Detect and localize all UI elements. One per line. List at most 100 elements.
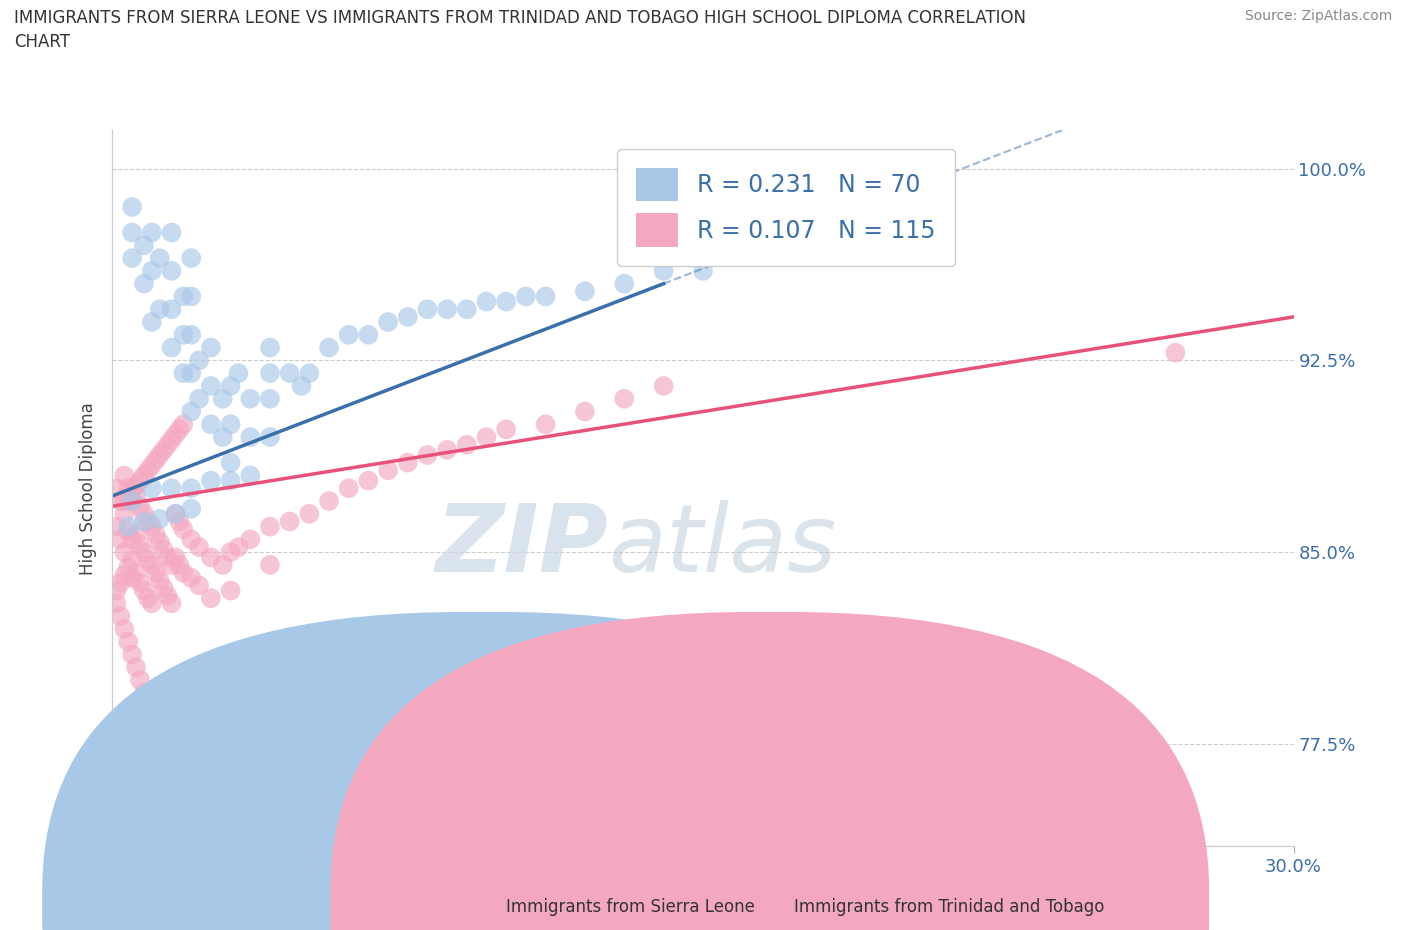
Point xyxy=(396,310,419,325)
Point xyxy=(396,456,419,471)
Point xyxy=(132,468,155,483)
Point xyxy=(515,289,537,304)
Point xyxy=(495,422,517,437)
Point xyxy=(121,225,143,240)
Point xyxy=(149,512,172,526)
Point xyxy=(132,583,155,598)
Point xyxy=(180,481,202,496)
Point xyxy=(132,276,155,291)
Point xyxy=(121,647,143,662)
Point xyxy=(259,365,281,380)
Point xyxy=(132,514,155,529)
Point xyxy=(239,430,262,445)
Point xyxy=(613,392,636,406)
Point xyxy=(160,225,183,240)
Point xyxy=(416,302,439,317)
Point xyxy=(290,379,312,393)
Point xyxy=(239,392,262,406)
Point xyxy=(121,494,143,509)
Point xyxy=(110,576,132,591)
Point xyxy=(436,443,458,458)
Point xyxy=(219,379,242,393)
Point xyxy=(117,560,139,575)
Point xyxy=(180,532,202,547)
Point xyxy=(160,698,183,713)
Point xyxy=(136,463,159,478)
Point xyxy=(259,340,281,355)
Point xyxy=(156,437,179,452)
Point xyxy=(180,289,202,304)
Point xyxy=(495,294,517,309)
Point xyxy=(125,488,148,503)
Point xyxy=(534,289,557,304)
Point xyxy=(219,473,242,488)
Point xyxy=(160,302,183,317)
Point xyxy=(149,535,172,550)
Point xyxy=(149,251,172,266)
Point xyxy=(149,737,172,751)
Point xyxy=(110,494,132,509)
Point xyxy=(136,514,159,529)
Point xyxy=(692,263,714,278)
Point xyxy=(377,463,399,478)
Point xyxy=(141,314,163,329)
Point xyxy=(160,340,183,355)
Point xyxy=(121,570,143,585)
Point xyxy=(228,539,250,554)
Point xyxy=(145,453,167,468)
Point xyxy=(160,596,183,611)
Point xyxy=(110,532,132,547)
Point xyxy=(121,484,143,498)
Point xyxy=(475,294,498,309)
Point xyxy=(534,417,557,432)
Point xyxy=(112,621,135,636)
Point xyxy=(132,507,155,522)
Point xyxy=(357,473,380,488)
Point xyxy=(152,580,174,595)
Point xyxy=(160,432,183,447)
Point xyxy=(337,327,360,342)
Point xyxy=(110,609,132,624)
Point xyxy=(149,302,172,317)
Point xyxy=(172,327,194,342)
Point xyxy=(145,565,167,580)
Point xyxy=(188,539,211,554)
Point xyxy=(132,238,155,253)
Point xyxy=(129,672,152,687)
Point xyxy=(121,532,143,547)
Point xyxy=(160,263,183,278)
Point xyxy=(318,340,340,355)
Point xyxy=(141,558,163,573)
Point xyxy=(132,685,155,700)
Text: atlas: atlas xyxy=(609,500,837,591)
Point xyxy=(169,514,191,529)
Legend: R = 0.231   N = 70, R = 0.107   N = 115: R = 0.231 N = 70, R = 0.107 N = 115 xyxy=(617,149,955,266)
Point xyxy=(129,538,152,552)
Point xyxy=(436,302,458,317)
Point xyxy=(125,660,148,675)
Point xyxy=(211,392,233,406)
Point xyxy=(239,532,262,547)
Point xyxy=(574,284,596,299)
Point xyxy=(152,443,174,458)
Point xyxy=(219,417,242,432)
Point xyxy=(141,458,163,472)
Point xyxy=(172,565,194,580)
Text: IMMIGRANTS FROM SIERRA LEONE VS IMMIGRANTS FROM TRINIDAD AND TOBAGO HIGH SCHOOL : IMMIGRANTS FROM SIERRA LEONE VS IMMIGRAN… xyxy=(14,9,1026,27)
Point xyxy=(121,552,143,567)
Point xyxy=(172,289,194,304)
Point xyxy=(200,340,222,355)
Point xyxy=(117,481,139,496)
Point xyxy=(200,473,222,488)
Point xyxy=(156,589,179,604)
Point xyxy=(259,392,281,406)
Point xyxy=(121,494,143,509)
Point xyxy=(219,456,242,471)
Point xyxy=(141,263,163,278)
Point xyxy=(125,527,148,542)
Point xyxy=(169,422,191,437)
Point xyxy=(211,430,233,445)
Point xyxy=(180,405,202,419)
Point xyxy=(200,379,222,393)
Point xyxy=(318,494,340,509)
